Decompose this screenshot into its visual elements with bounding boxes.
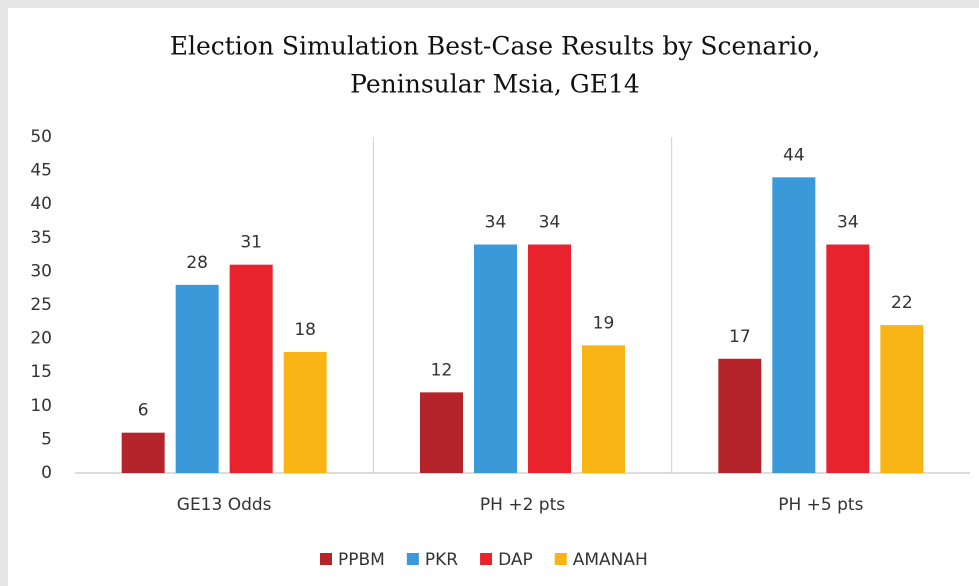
chart-title: Peninsular Msia, GE14 [350,70,640,99]
y-tick-label: 15 [30,362,52,382]
data-label: 19 [593,313,615,333]
y-tick-label: 40 [30,194,52,214]
y-tick-label: 50 [30,127,52,147]
bar [826,244,870,473]
legend-label: AMANAH [573,550,648,570]
x-tick-label: GE13 Odds [177,495,272,515]
legend-label: PKR [425,550,458,570]
y-tick-label: 30 [30,261,52,281]
data-label: 12 [431,360,453,380]
bar [175,284,219,473]
legend-swatch [406,553,419,565]
bar [229,264,273,473]
bar [528,244,571,473]
y-tick-label: 45 [30,161,52,181]
legend-label: PPBM [338,550,385,570]
data-label: 28 [186,253,208,273]
bar [474,244,517,473]
y-tick-label: 10 [30,396,52,416]
data-label: 34 [539,213,561,233]
x-tick-label: PH +5 pts [778,495,863,515]
bar [718,358,762,473]
chart-title: Election Simulation Best-Case Results by… [170,32,821,61]
data-label: 34 [485,213,507,233]
bar [880,325,924,473]
bar [772,177,816,473]
x-tick-label: PH +2 pts [480,495,565,515]
bar [420,392,463,473]
data-label: 31 [240,233,262,253]
y-tick-label: 0 [41,463,52,483]
y-tick-label: 25 [30,295,52,315]
legend-label: DAP [498,550,533,570]
legend-swatch [480,553,493,565]
data-label: 17 [729,327,751,347]
bar [121,432,165,473]
data-label: 34 [837,213,859,233]
y-tick-label: 35 [30,228,52,248]
y-tick-label: 20 [30,329,52,349]
bar [283,352,327,473]
bar [582,345,625,473]
data-label: 22 [891,293,913,313]
legend-swatch [320,553,332,565]
data-label: 6 [138,401,149,421]
data-label: 44 [783,145,805,165]
legend-swatch [554,553,567,565]
y-tick-label: 5 [41,429,52,449]
data-label: 18 [294,320,316,340]
